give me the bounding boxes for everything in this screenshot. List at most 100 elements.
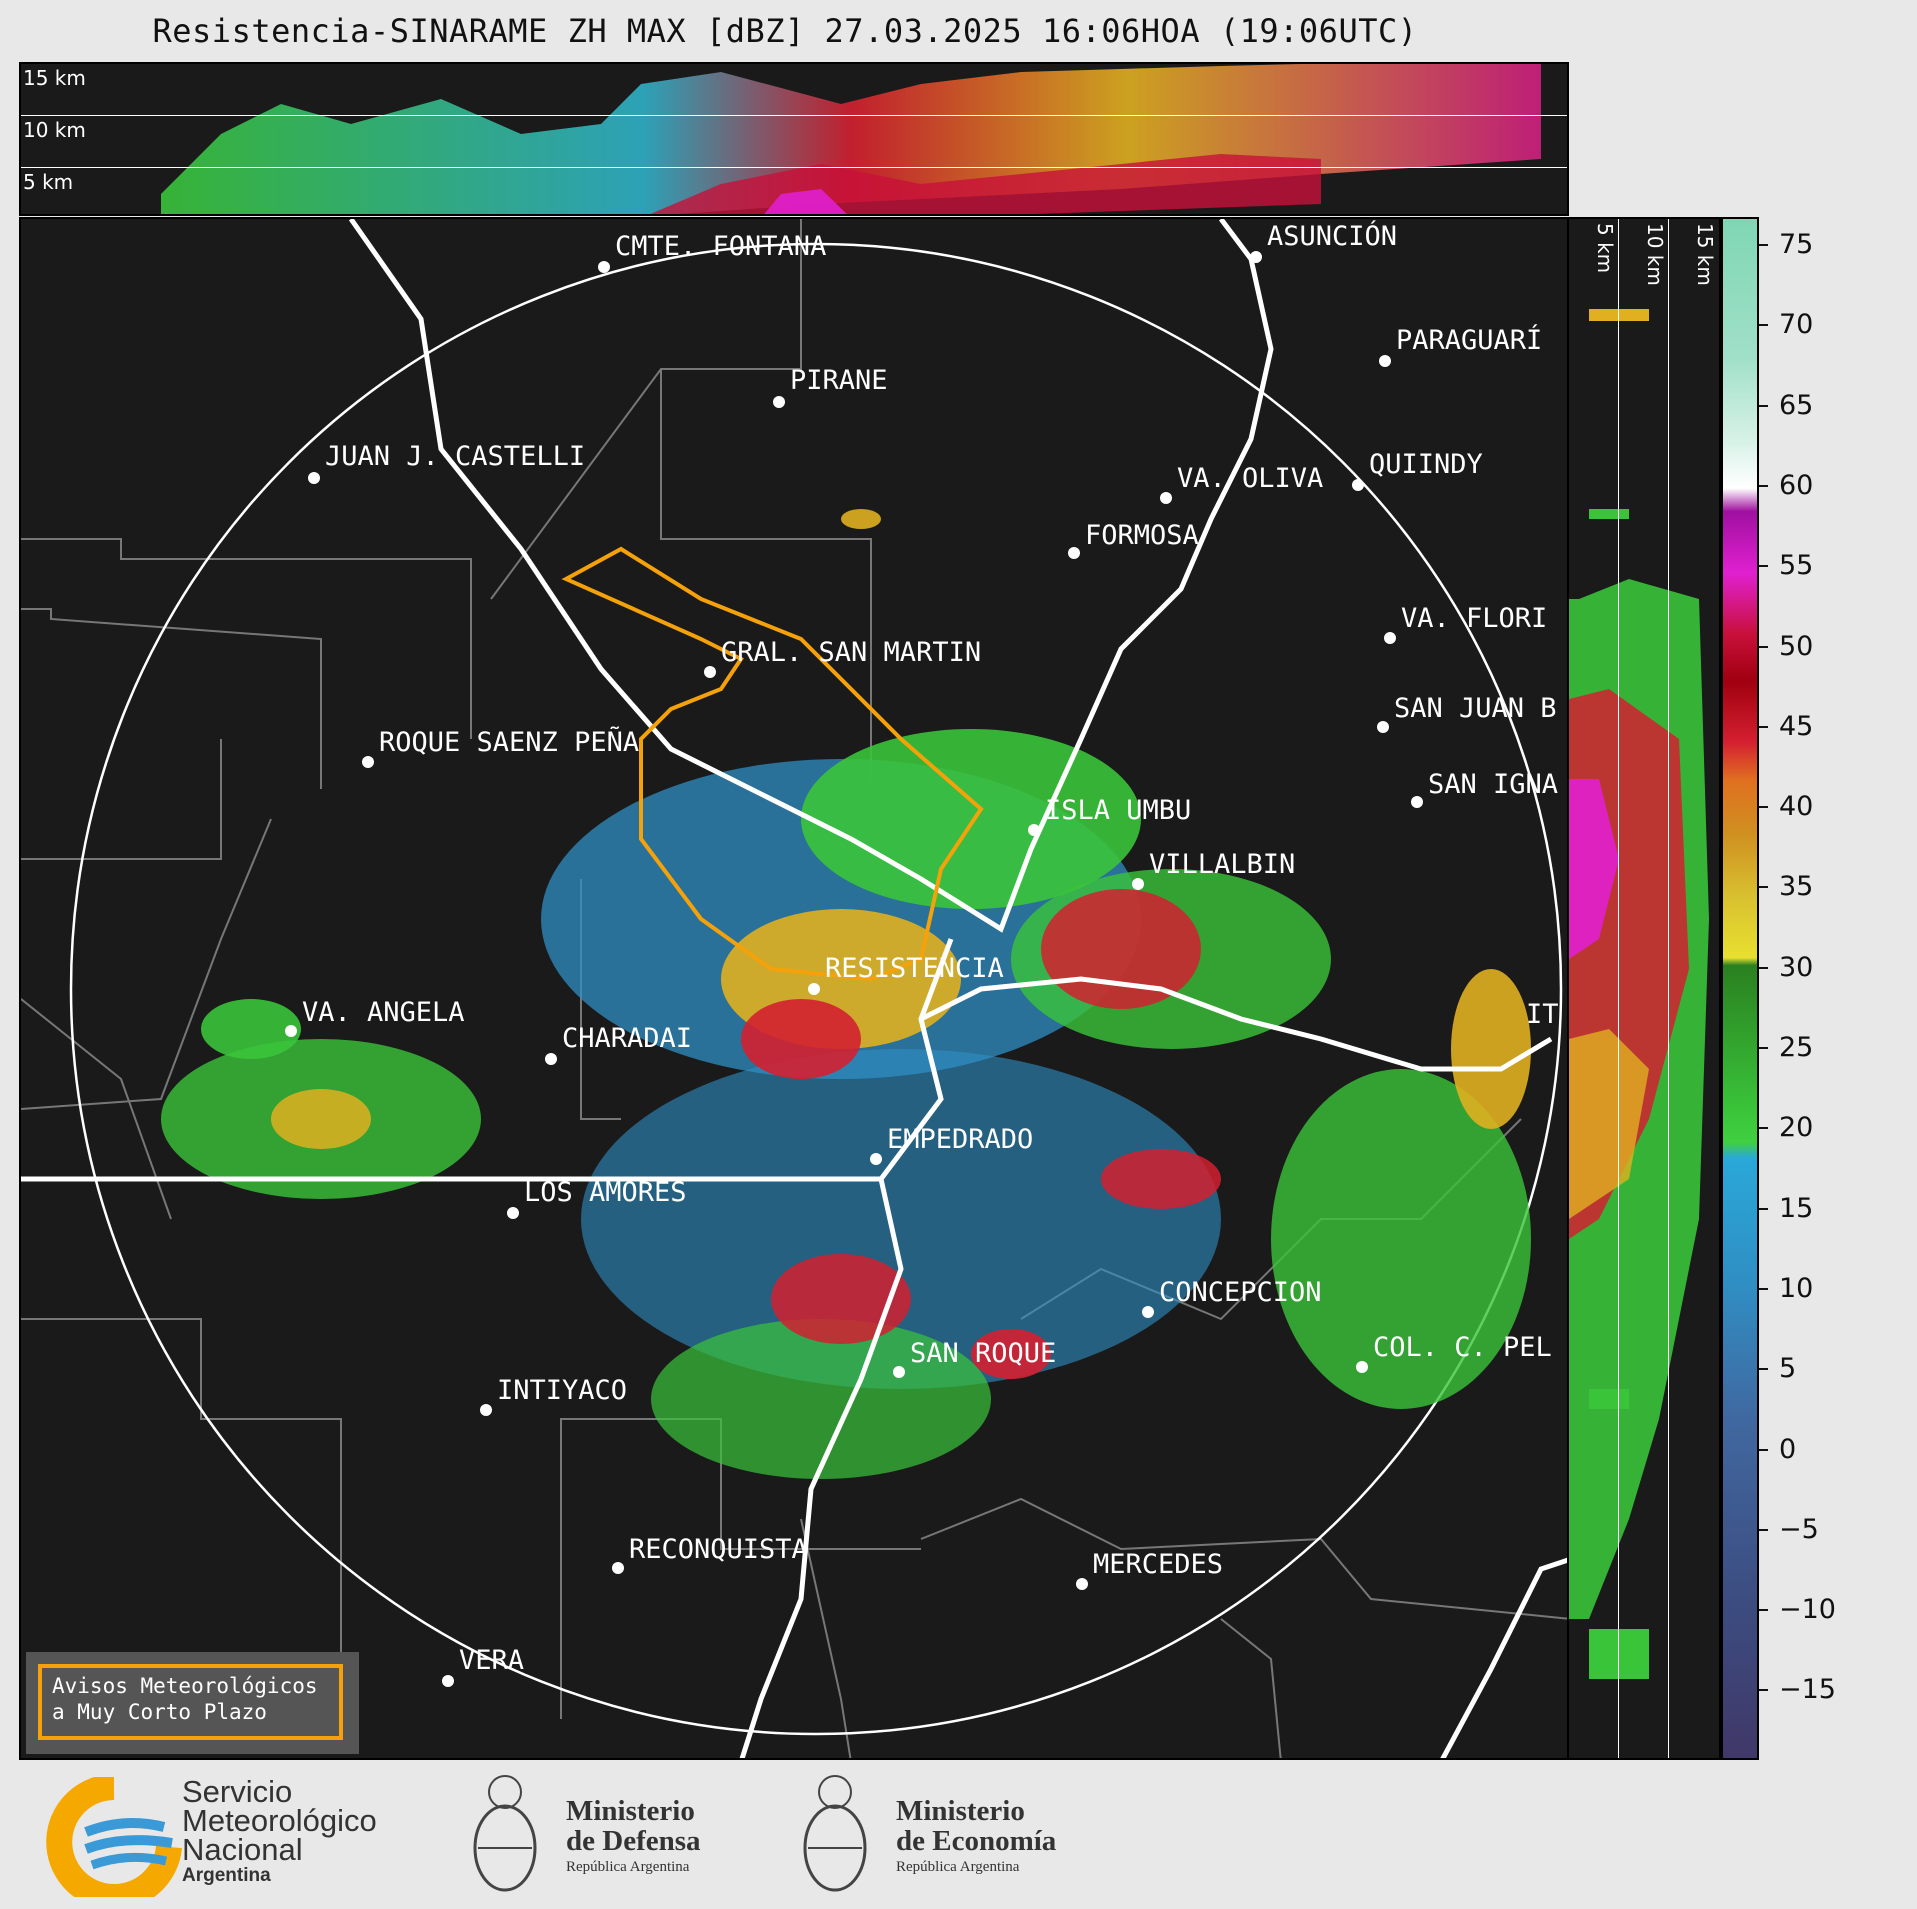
smn-line-2: Meteorológico bbox=[182, 1803, 377, 1838]
tick-mark bbox=[1759, 484, 1768, 487]
city-marker bbox=[773, 396, 785, 408]
colorbar-tick-label: 70 bbox=[1779, 309, 1814, 341]
top-echo-profile bbox=[161, 64, 1541, 214]
city-label: CONCEPCION bbox=[1159, 1277, 1322, 1308]
city-marker bbox=[1160, 492, 1172, 504]
smn-line-3: Nacional bbox=[182, 1832, 303, 1867]
warning-legend: Avisos Meteorológicos a Muy Corto Plazo bbox=[26, 1652, 359, 1754]
city-marker bbox=[1379, 355, 1391, 367]
vertical-altitude-line-5km bbox=[1618, 219, 1619, 1758]
city-label: QUIINDY bbox=[1369, 449, 1483, 480]
radar-echoes bbox=[161, 509, 1531, 1479]
warning-polygon bbox=[561, 546, 984, 982]
colorbar-tick-labels: 75 70 65 60 55 50 45 40 35 30 25 20 15 10 5 0 −5 −10 −15 bbox=[1759, 217, 1917, 1760]
city-marker bbox=[507, 1207, 519, 1219]
tick-mark bbox=[1759, 404, 1768, 407]
smn-logo-text: Servicio Meteorológico Nacional Argentin… bbox=[182, 1776, 377, 1888]
city-label: VILLALBIN bbox=[1149, 849, 1296, 880]
economia-line-3: República Argentina bbox=[896, 1859, 1020, 1875]
city-label: VA. FLORI bbox=[1401, 603, 1548, 634]
city-marker bbox=[704, 666, 716, 678]
altitude-line-5km bbox=[21, 167, 1567, 168]
colorbar-tick-label: 15 bbox=[1779, 1192, 1814, 1224]
city-label: RESISTENCIA bbox=[825, 953, 1004, 984]
warning-legend-frame: Avisos Meteorológicos a Muy Corto Plazo bbox=[38, 1664, 343, 1740]
city-marker bbox=[1250, 251, 1262, 263]
city-marker bbox=[285, 1025, 297, 1037]
tick-mark bbox=[1759, 324, 1768, 327]
colorbar-tick-label: 45 bbox=[1779, 710, 1814, 742]
city-label: CHARADAI bbox=[562, 1023, 693, 1054]
coat-of-arms-icon bbox=[473, 1775, 537, 1892]
colorbar-tick-label: 75 bbox=[1779, 229, 1814, 260]
city-marker bbox=[1028, 824, 1040, 836]
defensa-logo-text: Ministerio de Defensa República Argentin… bbox=[566, 1796, 701, 1878]
city-marker bbox=[545, 1053, 557, 1065]
city-label: EMPEDRADO bbox=[887, 1124, 1034, 1155]
economia-logo-text: Ministerio de Economía República Argenti… bbox=[896, 1796, 1056, 1878]
colorbar-tick-label: 35 bbox=[1779, 871, 1814, 903]
city-marker bbox=[1076, 1578, 1088, 1590]
altitude-label-10km: 10 km bbox=[23, 118, 86, 142]
tick-mark bbox=[1759, 966, 1768, 969]
city-label: CMTE. FONTANA bbox=[615, 231, 827, 262]
city-marker bbox=[442, 1675, 454, 1687]
altitude-label-15km: 15 km bbox=[23, 66, 86, 90]
reflectivity-colorbar bbox=[1721, 217, 1759, 1760]
city-label: SAN JUAN B bbox=[1394, 693, 1557, 724]
tick-mark bbox=[1759, 1689, 1768, 1692]
city-label: MERCEDES bbox=[1093, 1549, 1224, 1580]
coat-of-arms-icon-2 bbox=[803, 1775, 867, 1892]
city-marker bbox=[1068, 547, 1080, 559]
city-label: LOS AMORES bbox=[524, 1177, 687, 1208]
city-marker bbox=[1411, 796, 1423, 808]
tick-mark bbox=[1759, 1127, 1768, 1130]
colorbar-tick-label: 0 bbox=[1779, 1433, 1797, 1465]
city-label: VA. ANGELA bbox=[302, 997, 465, 1028]
altitude-line-10km bbox=[21, 115, 1567, 116]
city-label: GRAL. SAN MARTIN bbox=[721, 637, 982, 668]
city-label: SAN IGNA bbox=[1428, 769, 1559, 800]
city-label: ISLA UMBU bbox=[1045, 795, 1192, 826]
colorbar-tick-label: 50 bbox=[1779, 630, 1814, 662]
city-marker bbox=[1352, 479, 1364, 491]
cross-section-top-panel: 15 km 10 km 5 km bbox=[19, 62, 1569, 216]
colorbar-tick-label: 60 bbox=[1779, 469, 1814, 501]
tick-mark bbox=[1759, 244, 1768, 246]
legend-line-2: a Muy Corto Plazo bbox=[52, 1700, 267, 1724]
city-label: IT bbox=[1526, 999, 1559, 1030]
vertical-altitude-label-10km: 10 km bbox=[1643, 223, 1667, 286]
city-marker bbox=[1377, 721, 1389, 733]
colorbar-tick-label: 55 bbox=[1779, 550, 1814, 582]
defensa-line-1: Ministerio bbox=[566, 1795, 695, 1827]
tick-mark bbox=[1759, 1528, 1768, 1531]
city-label: PARAGUARÍ bbox=[1396, 325, 1543, 356]
range-ring bbox=[69, 242, 1563, 1736]
city-label: VERA bbox=[459, 1645, 525, 1676]
tick-mark bbox=[1759, 565, 1768, 568]
defensa-line-3: República Argentina bbox=[566, 1859, 690, 1875]
vertical-altitude-label-5km: 5 km bbox=[1593, 223, 1617, 274]
smn-line-4: Argentina bbox=[182, 1865, 271, 1886]
tick-mark bbox=[1759, 1207, 1768, 1210]
legend-line-1: Avisos Meteorológicos bbox=[52, 1674, 318, 1698]
tick-mark bbox=[1759, 1047, 1768, 1049]
city-label: JUAN J. CASTELLI bbox=[325, 441, 586, 472]
city-label: ASUNCIÓN bbox=[1267, 221, 1398, 252]
city-marker bbox=[1142, 1306, 1154, 1318]
altitude-label-5km: 5 km bbox=[23, 170, 74, 194]
tick-mark bbox=[1759, 645, 1768, 648]
city-label: RECONQUISTA bbox=[629, 1534, 808, 1565]
tick-mark bbox=[1759, 1609, 1768, 1612]
cross-section-right-panel: 5 km 10 km 15 km bbox=[1569, 217, 1721, 1760]
colorbar-tick-label: 40 bbox=[1779, 791, 1814, 823]
tick-mark bbox=[1759, 1448, 1768, 1451]
city-marker bbox=[1356, 1361, 1368, 1373]
city-label: FORMOSA bbox=[1085, 520, 1199, 551]
city-marker bbox=[598, 261, 610, 273]
map-title: Resistencia-SINARAME ZH MAX [dBZ] 27.03.… bbox=[152, 12, 1418, 50]
rivers bbox=[21, 219, 1567, 1758]
economia-line-1: Ministerio bbox=[896, 1795, 1025, 1827]
footer-logos: Servicio Meteorológico Nacional Argentin… bbox=[0, 1762, 1917, 1909]
radar-map bbox=[21, 219, 1567, 1758]
